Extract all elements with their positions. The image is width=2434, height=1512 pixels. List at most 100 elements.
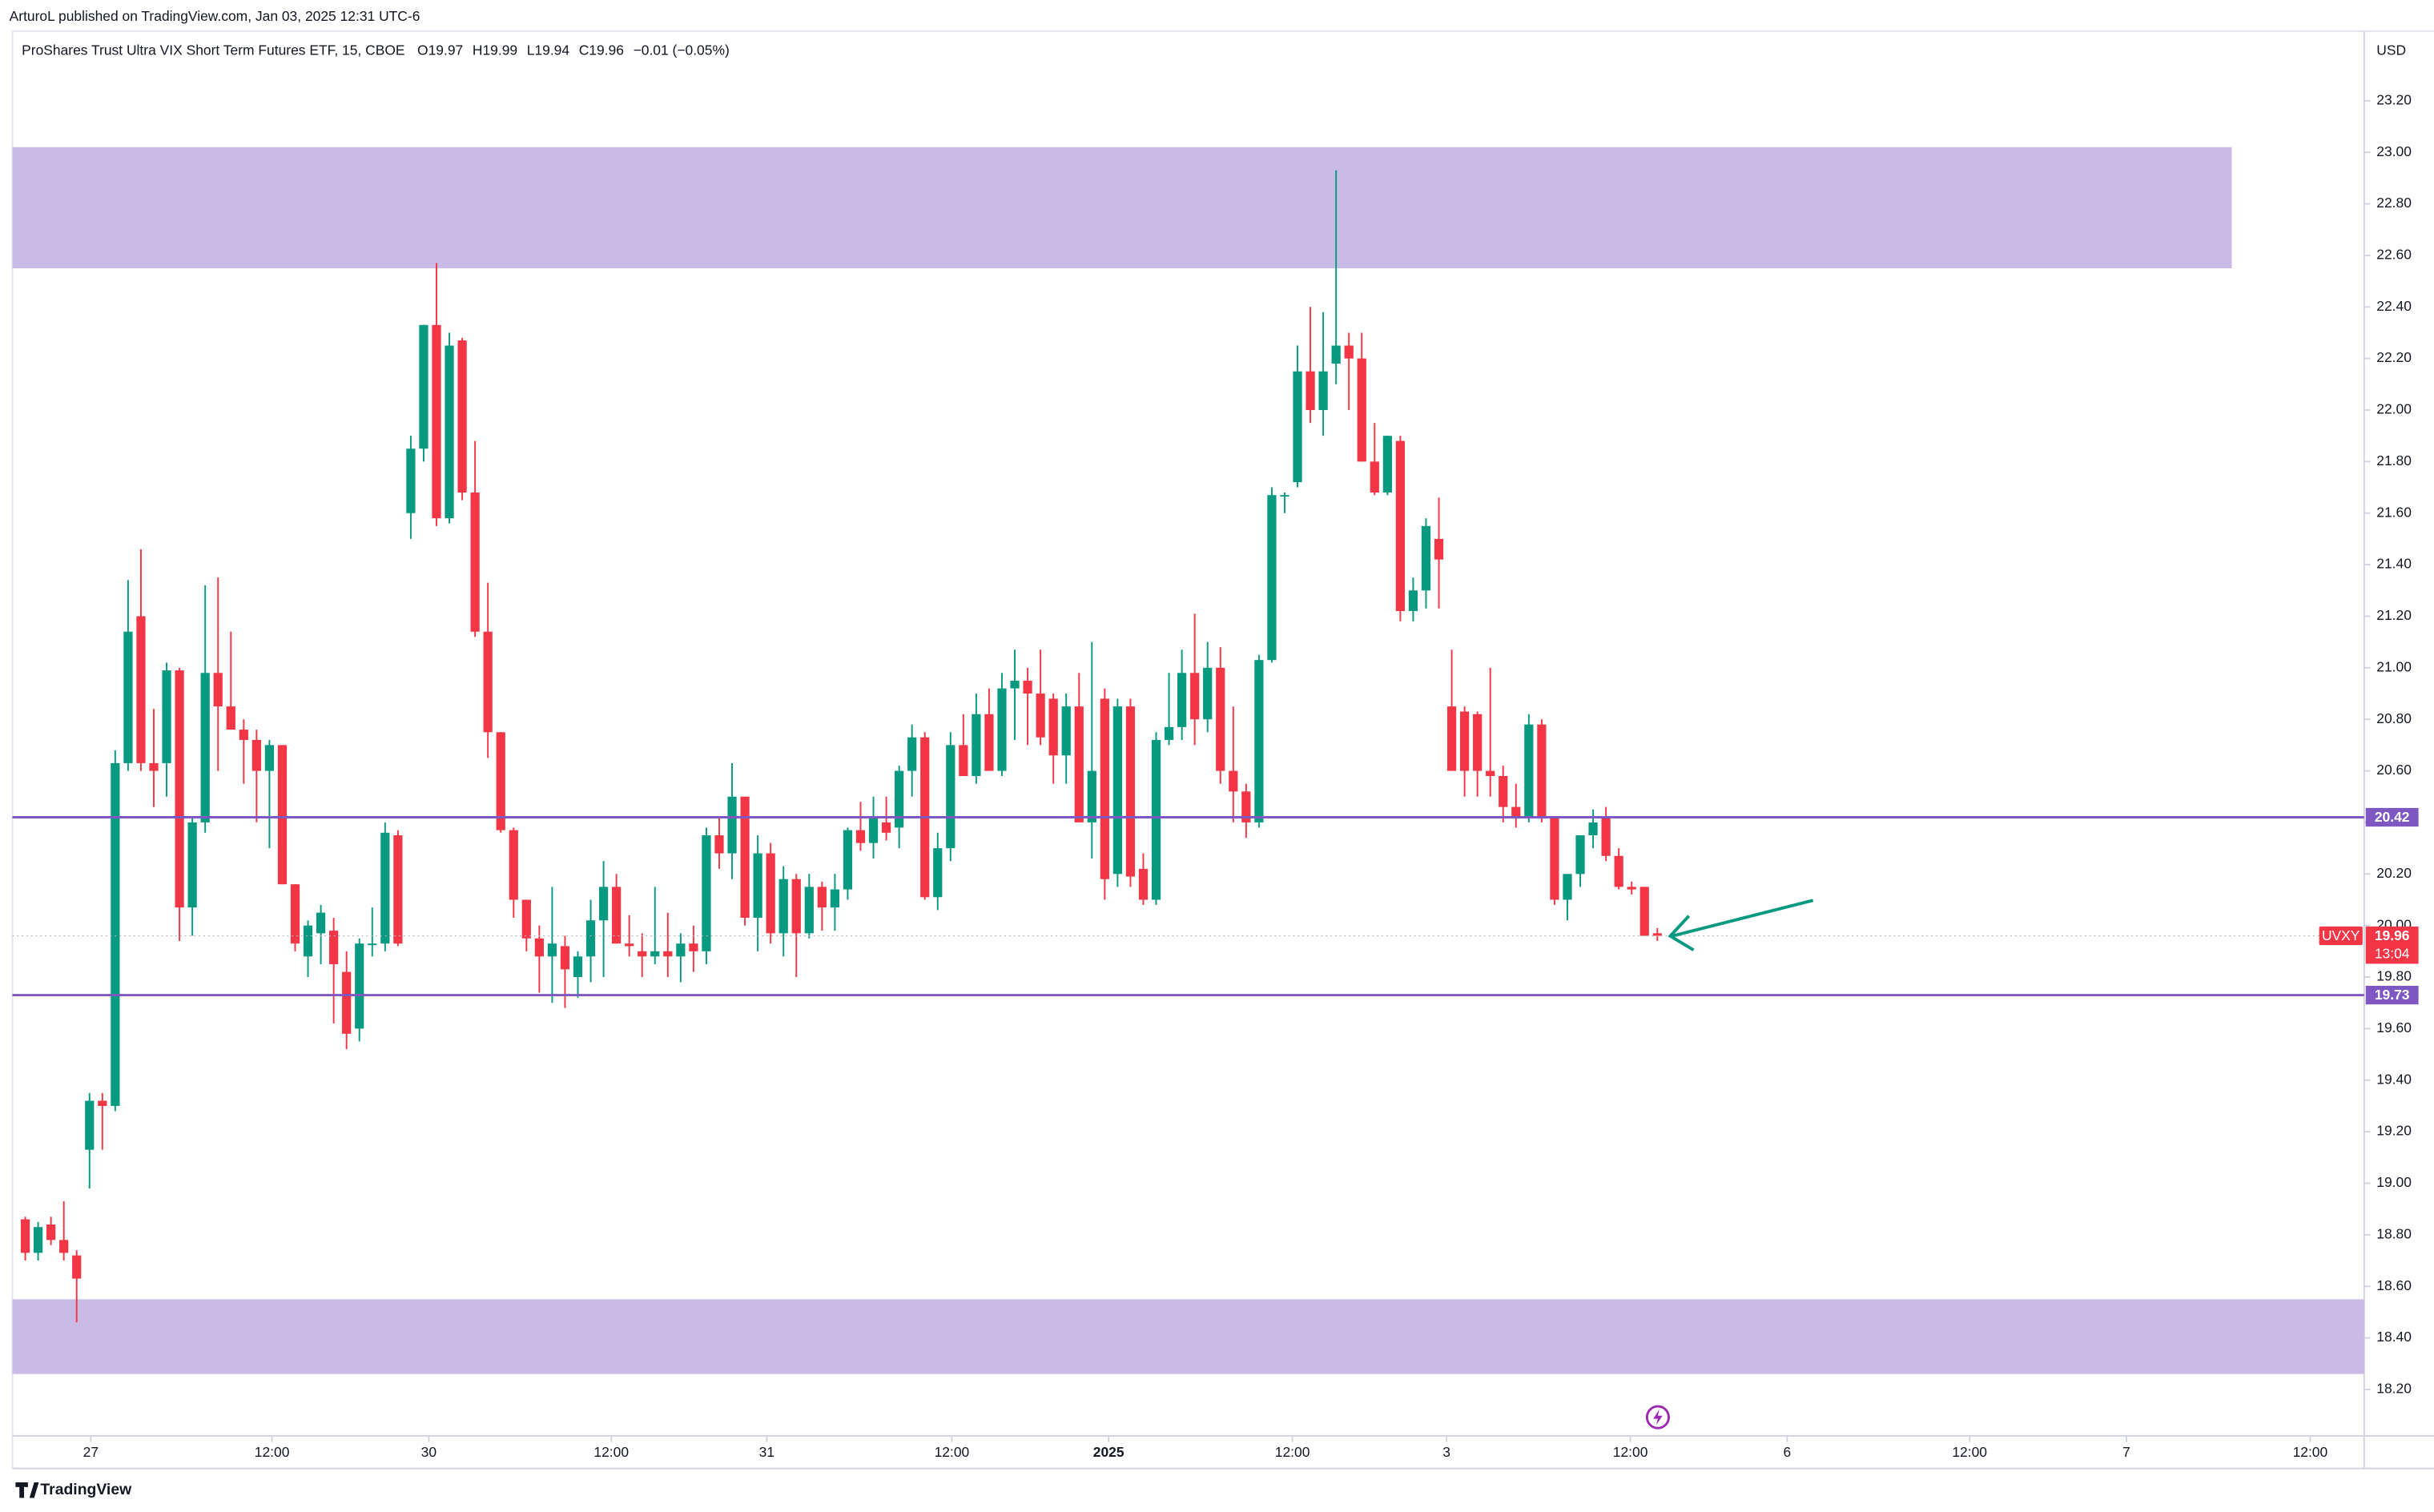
candle-body bbox=[843, 830, 853, 890]
y-tick-label: 22.40 bbox=[2376, 298, 2412, 314]
candle-body bbox=[1537, 724, 1547, 818]
y-tick-label: 23.20 bbox=[2376, 91, 2412, 107]
candle-body bbox=[855, 830, 866, 843]
event-icon bbox=[1645, 1405, 1670, 1430]
candle-body bbox=[393, 835, 403, 944]
candle-body bbox=[1293, 371, 1302, 483]
candle-body bbox=[521, 899, 531, 939]
candle-body bbox=[1627, 887, 1636, 890]
y-tick-label: 20.80 bbox=[2376, 710, 2412, 726]
candle-body bbox=[1229, 770, 1238, 792]
candle-body bbox=[638, 951, 647, 957]
candle-body bbox=[1395, 440, 1406, 612]
candle-body bbox=[895, 770, 904, 828]
y-tick-label: 22.60 bbox=[2376, 246, 2412, 262]
candle-body bbox=[1112, 706, 1123, 875]
candle-body bbox=[20, 1219, 30, 1253]
candle-body bbox=[740, 796, 750, 919]
candle-body bbox=[1241, 791, 1251, 822]
candle-body bbox=[1267, 495, 1277, 661]
candle-body bbox=[1370, 461, 1379, 493]
candle-body bbox=[984, 714, 994, 771]
y-tick-label: 19.80 bbox=[2376, 968, 2412, 984]
y-tick-label: 18.20 bbox=[2376, 1381, 2412, 1397]
candle-body bbox=[817, 887, 827, 908]
x-tick-label: 7 bbox=[2122, 1444, 2130, 1460]
candle-body bbox=[432, 324, 441, 519]
candle-body bbox=[1203, 667, 1213, 720]
candle-body bbox=[1177, 673, 1187, 727]
candle-body bbox=[625, 943, 634, 947]
candle-body bbox=[509, 830, 518, 900]
x-tick-label: 12:00 bbox=[1275, 1444, 1310, 1460]
candle-body bbox=[560, 946, 570, 970]
candle-body bbox=[290, 884, 300, 944]
candle-body bbox=[1421, 525, 1431, 591]
y-tick-label: 22.20 bbox=[2376, 349, 2412, 365]
candle-body bbox=[1125, 706, 1136, 877]
candle-body bbox=[1061, 706, 1071, 756]
candle-body bbox=[573, 956, 583, 978]
x-tick-label: 2025 bbox=[1093, 1444, 1124, 1460]
candle-body bbox=[226, 706, 235, 730]
candle-body bbox=[72, 1255, 82, 1279]
x-tick-label: 27 bbox=[83, 1444, 99, 1460]
candle-body bbox=[534, 938, 544, 957]
candle-body bbox=[251, 739, 261, 771]
candle-body bbox=[1382, 436, 1392, 493]
candle-body bbox=[1216, 667, 1225, 771]
x-tick-label: 31 bbox=[759, 1444, 774, 1460]
candle-body bbox=[1460, 711, 1470, 771]
candle-body bbox=[46, 1224, 56, 1241]
candle-body bbox=[946, 745, 955, 849]
candle-body bbox=[457, 340, 467, 493]
x-tick-label: 30 bbox=[421, 1444, 437, 1460]
y-tick-label: 18.60 bbox=[2376, 1277, 2412, 1293]
candle-body bbox=[1575, 835, 1585, 875]
y-tick-label: 18.80 bbox=[2376, 1225, 2412, 1241]
zone bbox=[12, 1299, 2364, 1374]
y-tick-label: 21.80 bbox=[2376, 452, 2412, 468]
candle-body bbox=[162, 670, 171, 763]
candle-body bbox=[585, 920, 596, 957]
candle-body bbox=[676, 943, 686, 957]
candle-body bbox=[303, 925, 313, 957]
candle-body bbox=[702, 835, 711, 951]
candle-body bbox=[1318, 371, 1328, 410]
zone bbox=[12, 147, 2232, 268]
y-tick-label: 21.00 bbox=[2376, 658, 2412, 674]
candle-body bbox=[1614, 855, 1623, 887]
candle-body bbox=[239, 730, 248, 740]
candle-body bbox=[1588, 822, 1598, 836]
candle-body bbox=[1344, 345, 1354, 359]
candle-body bbox=[1473, 714, 1483, 771]
candle-body bbox=[175, 670, 184, 908]
candle-body bbox=[714, 835, 724, 854]
y-tick-label: 22.00 bbox=[2376, 401, 2412, 417]
x-tick-label: 3 bbox=[1442, 1444, 1450, 1460]
candle-body bbox=[470, 492, 480, 632]
candle-body bbox=[766, 853, 775, 934]
candle-body bbox=[598, 887, 609, 921]
candle-body bbox=[445, 345, 454, 519]
candle-body bbox=[933, 848, 943, 898]
candle-body bbox=[1446, 706, 1457, 771]
candle-body bbox=[1511, 806, 1521, 818]
candle-body bbox=[1357, 358, 1366, 462]
candle-body bbox=[1652, 933, 1662, 936]
candle-body bbox=[612, 887, 622, 944]
x-tick-label: 12:00 bbox=[1952, 1444, 1987, 1460]
brand: TradingView bbox=[40, 1481, 132, 1498]
y-tick-label: 23.00 bbox=[2376, 143, 2412, 159]
currency-label: USD bbox=[2376, 42, 2406, 58]
candle-body bbox=[1100, 698, 1109, 879]
candle-body bbox=[213, 673, 223, 707]
y-tick-label: 21.40 bbox=[2376, 556, 2412, 572]
candle-body bbox=[1048, 698, 1058, 756]
countdown-label: 13:04 bbox=[2375, 945, 2410, 961]
candle-body bbox=[496, 732, 505, 830]
candle-body bbox=[85, 1100, 95, 1150]
candle-body bbox=[1499, 776, 1508, 807]
x-tick-label: 12:00 bbox=[593, 1444, 629, 1460]
